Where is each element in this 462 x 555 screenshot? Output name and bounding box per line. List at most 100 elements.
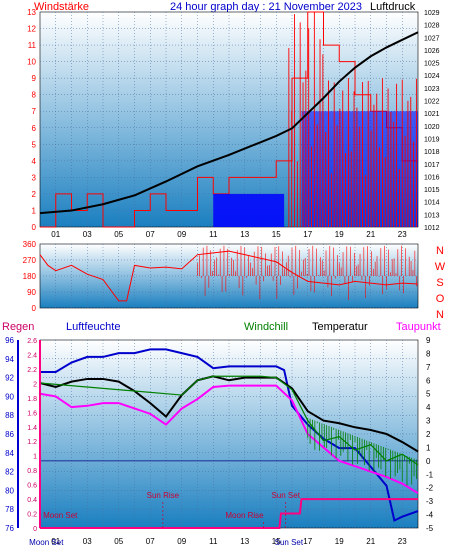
astronomy-annotation: Moon Rise xyxy=(225,511,264,520)
humidity-axis-tick: 78 xyxy=(5,505,14,514)
pressure-axis-tick: 1024 xyxy=(424,73,440,80)
direction-axis-tick: 180 xyxy=(23,272,37,281)
rain-axis-tick: 1.4 xyxy=(27,425,37,432)
pressure-axis-tick: 1028 xyxy=(424,23,440,30)
wind-axis-tick: 12 xyxy=(27,25,36,34)
compass-label: O xyxy=(436,293,445,305)
wind-axis-tick: 8 xyxy=(32,91,37,100)
pressure-axis-tick: 1023 xyxy=(424,86,440,93)
temperature-axis-tick: 7 xyxy=(426,363,431,372)
x-tick-label-top: 11 xyxy=(209,230,218,239)
series-taupunkt xyxy=(39,384,419,494)
temperature-axis-tick: 8 xyxy=(426,349,431,358)
pressure-axis-tick: 1017 xyxy=(424,162,440,169)
pressure-axis-tick: 1018 xyxy=(424,149,440,156)
x-tick-label-bottom: 03 xyxy=(83,537,92,546)
temperature-label: Temperatur xyxy=(312,321,368,333)
rain-axis-tick: 0.8 xyxy=(27,468,37,475)
x-tick-label-top: 05 xyxy=(114,230,123,239)
wind-gust-area xyxy=(213,193,285,227)
x-tick-label-bottom: 09 xyxy=(177,537,186,546)
rain-axis-tick: 0.6 xyxy=(27,483,37,490)
x-tick-label-top: 03 xyxy=(83,230,92,239)
humidity-axis-tick: 88 xyxy=(5,411,14,420)
pressure-axis-tick: 1025 xyxy=(424,61,440,68)
x-tick-label-bottom: 11 xyxy=(209,537,218,546)
x-tick-label-top: 09 xyxy=(177,230,186,239)
pressure-line xyxy=(39,31,419,215)
temperature-axis-tick: 4 xyxy=(426,403,431,412)
humidity-axis-tick: 90 xyxy=(5,392,14,401)
rain-axis-tick: 1.8 xyxy=(27,396,37,403)
pressure-axis-tick: 1029 xyxy=(424,10,440,17)
rain-axis-tick: 1 xyxy=(33,454,37,461)
pressure-axis-tick: 1022 xyxy=(424,99,440,106)
pressure-axis-tick: 1012 xyxy=(424,225,440,232)
humidity-axis-tick: 84 xyxy=(5,449,14,458)
x-tick-label-bottom: 15 xyxy=(272,537,281,546)
wind-direction-line xyxy=(39,250,419,302)
x-tick-label-bottom: 21 xyxy=(366,537,375,546)
temperature-axis-tick: 9 xyxy=(426,336,431,345)
rain-axis-tick: 1.2 xyxy=(27,439,37,446)
x-tick-label-top: 17 xyxy=(303,230,312,239)
temperature-axis-tick: 1 xyxy=(426,443,431,452)
pressure-axis-tick: 1013 xyxy=(424,212,440,219)
humidity-axis-tick: 82 xyxy=(5,468,14,477)
humidity-axis-tick: 94 xyxy=(5,355,14,364)
x-tick-label-bottom: 17 xyxy=(303,537,312,546)
wind-strength-line xyxy=(40,11,418,228)
compass-label: S xyxy=(436,277,443,289)
direction-axis-tick: 90 xyxy=(27,288,36,297)
rain-label: Regen xyxy=(2,321,34,333)
wind-axis-tick: 3 xyxy=(32,173,37,182)
astronomy-annotation: Sun Set xyxy=(275,538,304,547)
compass-label: N xyxy=(436,245,444,257)
pressure-axis-tick: 1015 xyxy=(424,187,440,194)
humidity-axis-tick: 76 xyxy=(5,524,14,533)
humidity-label: Luftfeuchte xyxy=(66,321,120,333)
rain-axis-tick: 2 xyxy=(33,381,37,388)
temperature-axis-tick: -1 xyxy=(426,470,434,479)
temperature-axis-tick: 5 xyxy=(426,390,431,399)
astronomy-annotation: Moon Set xyxy=(43,511,78,520)
wind-axis-tick: 11 xyxy=(28,41,37,50)
series-temperatur xyxy=(39,375,419,453)
series-luftfeuchte xyxy=(40,348,419,522)
wind-axis-tick: 9 xyxy=(32,74,37,83)
temperature-axis-tick: 0 xyxy=(426,457,431,466)
rain-axis-tick: 1.6 xyxy=(27,410,37,417)
x-tick-label-bottom: 05 xyxy=(114,537,123,546)
wind-strength-label: Windstärke xyxy=(34,1,89,13)
humidity-axis-tick: 96 xyxy=(5,336,14,345)
rain-axis-tick: 2.4 xyxy=(27,352,37,359)
wind-axis-tick: 2 xyxy=(32,190,37,199)
pressure-label: Luftdruck xyxy=(370,1,416,13)
wind-axis-tick: 1 xyxy=(32,206,37,215)
x-tick-label-bottom: 01 xyxy=(51,537,60,546)
humidity-axis-tick: 80 xyxy=(5,486,14,495)
rain-axis-tick: 2.2 xyxy=(27,367,37,374)
pressure-axis-tick: 1014 xyxy=(424,200,440,207)
temperature-axis-tick: -4 xyxy=(426,511,434,520)
pressure-axis-tick: 1027 xyxy=(424,35,440,42)
compass-label: W xyxy=(435,261,446,273)
wind-axis-tick: 5 xyxy=(32,140,37,149)
temperature-axis-tick: -2 xyxy=(426,484,434,493)
x-tick-label-top: 01 xyxy=(51,230,60,239)
rain-axis-tick: 0.2 xyxy=(27,512,37,519)
rain-axis-tick: 0.4 xyxy=(27,497,37,504)
direction-axis-tick: 270 xyxy=(23,256,37,265)
wind-axis-tick: 10 xyxy=(27,58,36,67)
wind-axis-tick: 13 xyxy=(27,8,36,17)
temperature-axis-tick: -3 xyxy=(426,497,434,506)
x-tick-label-bottom: 23 xyxy=(398,537,407,546)
temperature-axis-tick: 6 xyxy=(426,376,431,385)
direction-axis-tick: 360 xyxy=(23,240,37,249)
pressure-axis-tick: 1016 xyxy=(424,174,440,181)
series-regen xyxy=(40,498,418,529)
rain-axis-tick: 0 xyxy=(33,526,37,533)
